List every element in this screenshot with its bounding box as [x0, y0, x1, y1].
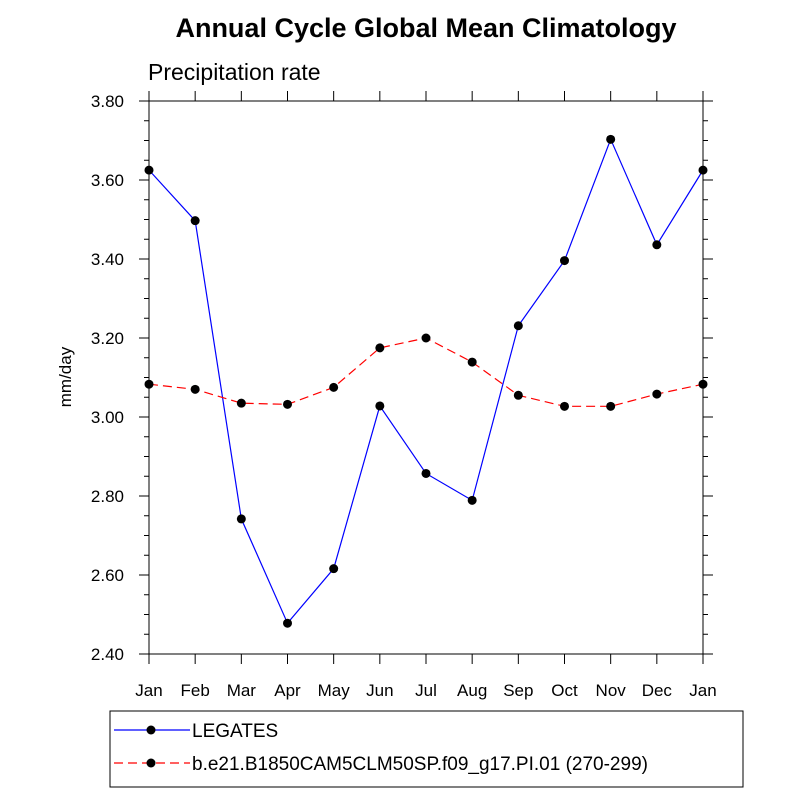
legend-marker-2: [146, 758, 156, 768]
series-1-point: [513, 321, 523, 331]
x-tick-label: Dec: [642, 681, 673, 700]
series-2-point: [236, 398, 246, 408]
legend-label-2: b.e21.B1850CAM5CLM50SP.f09_g17.PI.01 (27…: [192, 754, 648, 775]
legend-box: [109, 710, 744, 788]
x-tick-label: Jan: [689, 681, 716, 700]
series-1-point: [375, 401, 385, 411]
x-tick-label: Sep: [503, 681, 533, 700]
series-layer: [144, 134, 708, 628]
series-1-point: [467, 495, 477, 505]
axis-ticks: 2.40 2.60 2.80 3.00 3.20 3.40 3.60 3.80 Jan Feb Ma…: [91, 91, 717, 700]
x-tick-label: Feb: [181, 681, 210, 700]
x-tick-label: Mar: [227, 681, 257, 700]
y-tick-label: 3.20: [91, 329, 124, 348]
x-tick-label: Aug: [457, 681, 487, 700]
series-2-point: [375, 343, 385, 353]
y-tick-label: 3.80: [91, 92, 124, 111]
x-tick-label: Jul: [415, 681, 437, 700]
series-1-point: [236, 514, 246, 524]
y-axis-label: mm/day: [56, 346, 75, 407]
series-1-point: [560, 256, 569, 266]
y-tick-label: 2.80: [91, 487, 124, 506]
series-2-point: [421, 333, 431, 343]
series-2-point: [467, 357, 477, 367]
plot-frame: [148, 100, 704, 655]
series-2-point: [329, 382, 339, 392]
series-1-point: [698, 165, 708, 175]
series-line-1: [148, 137, 704, 625]
series-1-point: [421, 468, 431, 478]
x-tick-label: Jan: [135, 681, 162, 700]
y-tick-label: 2.60: [91, 566, 124, 585]
y-tick-label: 3.60: [91, 171, 124, 190]
legend-label-1: LEGATES: [192, 721, 278, 742]
series-1-point: [329, 564, 339, 574]
series-2-point: [698, 379, 708, 389]
legend: LEGATES b.e21.B1850CAM5CLM50SP.f09_g17.PI…: [114, 721, 648, 775]
series-2-point: [190, 384, 200, 394]
x-tick-label: Jun: [366, 681, 393, 700]
chart-title: Annual Cycle Global Mean Climatology: [175, 13, 676, 43]
x-tick-label: Oct: [551, 681, 578, 700]
series-2-point: [144, 379, 154, 389]
x-tick-label: Apr: [274, 681, 301, 700]
chart-subtitle: Precipitation rate: [148, 59, 321, 85]
series-1-point: [606, 134, 616, 144]
series-2-point: [513, 390, 523, 400]
x-tick-label: May: [318, 681, 351, 700]
series-1-point: [190, 216, 200, 226]
series-line-2: [148, 337, 704, 407]
series-1-point: [283, 618, 292, 628]
y-tick-label: 3.00: [91, 408, 124, 427]
series-1-point: [652, 240, 662, 250]
series-2-point: [652, 389, 662, 399]
series-2-point: [560, 401, 569, 411]
y-tick-label: 3.40: [91, 250, 124, 269]
series-1-point: [144, 165, 154, 175]
x-tick-label: Nov: [596, 681, 627, 700]
series-2-point: [283, 399, 292, 409]
series-2-point: [606, 401, 616, 411]
y-tick-label: 2.40: [91, 645, 124, 664]
legend-marker-1: [146, 725, 156, 735]
